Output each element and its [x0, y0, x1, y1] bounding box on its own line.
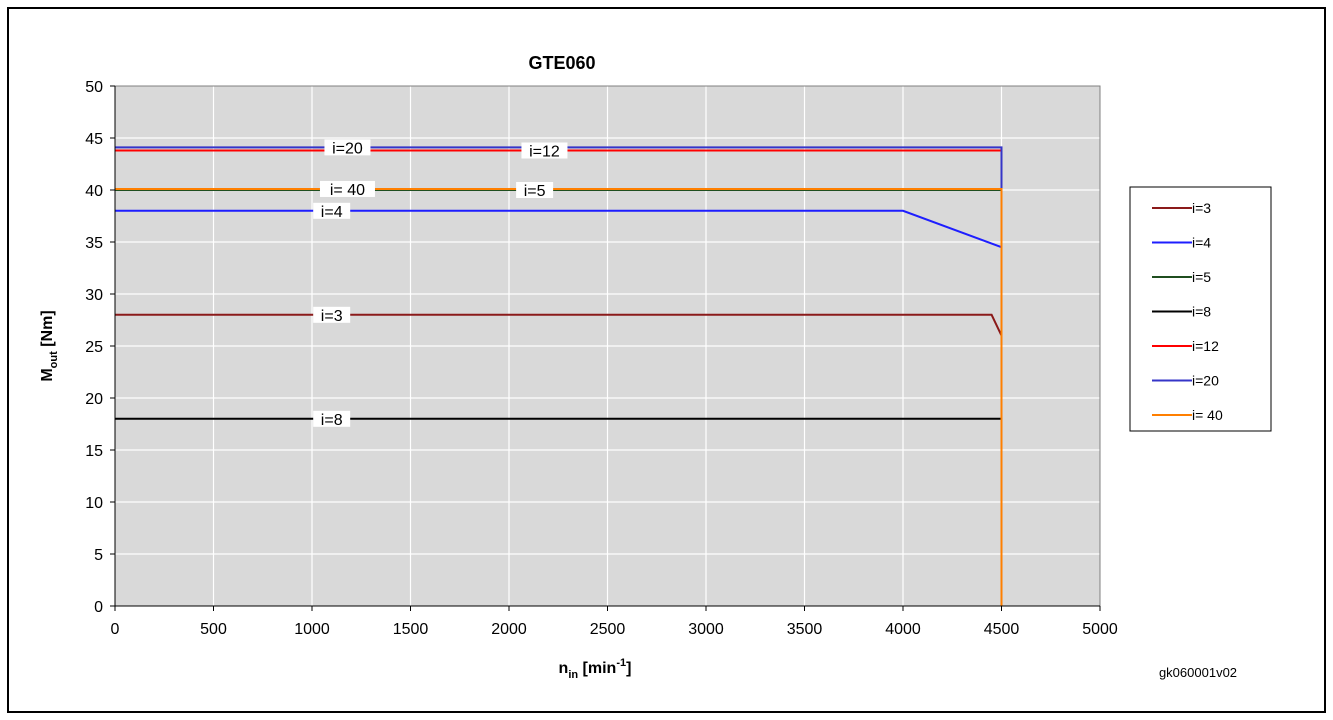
annotation-5: i=3 [321, 308, 343, 325]
y-tick-label: 35 [85, 235, 103, 252]
x-tick-label: 5000 [1082, 621, 1118, 638]
annotation-4: i=4 [321, 204, 343, 221]
x-tick-label: 0 [111, 621, 120, 638]
annotation-bg-0 [324, 139, 371, 156]
y-tick-label: 5 [94, 547, 103, 564]
y-axis-label: Mout [Nm] [39, 310, 60, 381]
annotation-bg-4 [313, 202, 351, 219]
series-line-6 [115, 188, 1003, 606]
y-axis-label-sub: out [48, 351, 60, 368]
x-tick-label: 500 [200, 621, 227, 638]
x-axis-label-unit: [min [578, 660, 616, 677]
legend-label-2: i=5 [1192, 269, 1211, 285]
y-tick-label: 15 [85, 443, 103, 460]
y-axis-label-main: M [39, 368, 56, 381]
series-lines [115, 146, 1003, 606]
legend-label-5: i=20 [1192, 373, 1219, 389]
y-tick-label: 45 [85, 131, 103, 148]
annotation-6: i=8 [321, 412, 343, 429]
axes [110, 85, 1101, 611]
x-tick-label: 3000 [688, 621, 724, 638]
annotation-3: i=5 [524, 183, 546, 200]
legend: i=3 i=4 i=5 i=8 i=12 i=20 i= 40 [1129, 186, 1272, 432]
y-tick-label: 30 [85, 287, 103, 304]
annotations: i=20 i=12 i= 40 i=5 i=4 i=3 i=8 [313, 139, 568, 429]
tick-labels: 0 500 1000 1500 2000 2500 3000 3500 4000 4500 5000… [85, 79, 1118, 638]
legend-label-3: i=8 [1192, 304, 1211, 320]
y-tick-label: 20 [85, 391, 103, 408]
annotation-bg-1 [521, 142, 568, 159]
annotation-2: i= 40 [330, 182, 365, 199]
legend-label-4: i=12 [1192, 338, 1219, 354]
annotation-bg-3 [516, 182, 554, 198]
y-tick-label: 50 [85, 79, 103, 96]
x-tick-label: 2500 [590, 621, 626, 638]
y-axis-label-unit: [Nm] [39, 310, 56, 351]
x-axis-label-main: n [559, 660, 569, 677]
x-tick-label: 4500 [984, 621, 1020, 638]
y-tick-label: 0 [94, 599, 103, 616]
x-tick-label: 4000 [885, 621, 921, 638]
x-axis-label-close: ] [626, 660, 631, 677]
x-tick-label: 1000 [294, 621, 330, 638]
x-axis-label-sup: -1 [616, 657, 626, 669]
x-axis-label: nin [min-1] [559, 657, 632, 681]
y-tick-label: 10 [85, 495, 103, 512]
annotation-bg-2 [319, 180, 375, 197]
annotation-bg-6 [313, 410, 351, 427]
y-tick-label: 40 [85, 183, 103, 200]
chart-title: GTE060 [528, 53, 595, 73]
annotation-1: i=12 [529, 143, 560, 160]
y-tick-label: 25 [85, 339, 103, 356]
legend-label-1: i=4 [1192, 235, 1211, 251]
legend-label-0: i=3 [1192, 200, 1211, 216]
annotation-0: i=20 [332, 140, 363, 157]
x-axis-label-sub: in [568, 669, 578, 681]
x-tick-label: 2000 [491, 621, 527, 638]
annotation-bg-5 [313, 306, 351, 323]
x-tick-label: 3500 [787, 621, 823, 638]
legend-box [1129, 186, 1272, 432]
source-code: gk060001v02 [1159, 665, 1237, 680]
grid [115, 86, 1100, 606]
legend-label-6: i= 40 [1192, 407, 1223, 423]
x-tick-label: 1500 [393, 621, 429, 638]
